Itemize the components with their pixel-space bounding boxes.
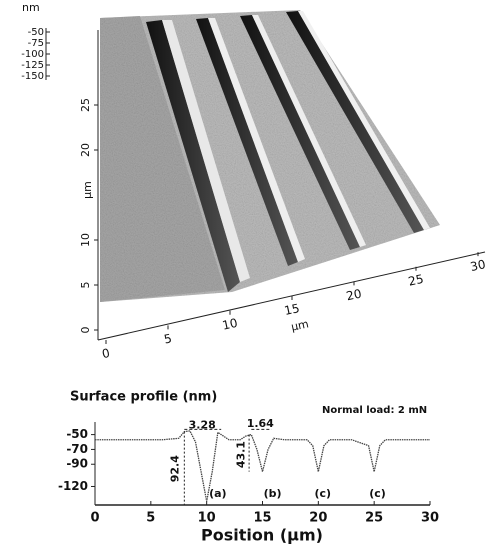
- x-tick-label: 10: [221, 316, 239, 333]
- annotation: (a): [209, 487, 226, 500]
- groove-edge: [298, 11, 430, 230]
- annotation: 92.4: [168, 455, 181, 482]
- annotation: (c): [369, 487, 386, 500]
- groove: [146, 20, 240, 292]
- y-tick-label: 10: [79, 233, 92, 247]
- profile-title: Surface profile (nm): [70, 390, 217, 405]
- y-axis-label: µm: [81, 181, 94, 199]
- z-tick-label: -100: [21, 49, 44, 60]
- y-tick-label: 5: [79, 282, 92, 289]
- z-tick-label: -75: [28, 38, 44, 49]
- y-tick-label: 0: [79, 327, 92, 334]
- x-tick-label: 30: [469, 257, 487, 274]
- groove-edge: [252, 15, 366, 247]
- x-tick-label: 20: [309, 511, 327, 526]
- profile-note: Normal load: 2 mN: [322, 405, 427, 416]
- y-tick-label: -70: [66, 442, 88, 456]
- y-tick-label: 25: [79, 98, 92, 112]
- x-axis-line: [97, 251, 486, 341]
- y-tick-label: -120: [58, 479, 88, 493]
- z-axis-label: nm: [22, 1, 40, 14]
- surface-left: [100, 16, 225, 302]
- x-axis-label: µm: [290, 317, 310, 333]
- groove: [286, 11, 424, 233]
- groove: [196, 18, 298, 266]
- z-tick-label: -150: [21, 71, 44, 82]
- x-tick-label: 25: [407, 272, 425, 289]
- annotation: 1.64: [247, 417, 274, 430]
- x-tick-label: 0: [90, 511, 99, 526]
- x-tick-label: 5: [163, 331, 173, 346]
- afm-image: [45, 10, 486, 341]
- annotation: (b): [264, 487, 282, 500]
- x-tick-label: 30: [421, 511, 439, 526]
- groove-edge: [162, 20, 250, 282]
- y-tick-label: -50: [66, 427, 88, 441]
- y-tick-label: 20: [79, 143, 92, 157]
- annotation: 43.1: [234, 441, 247, 468]
- z-tick-label: -125: [21, 60, 44, 71]
- x-tick-label: 20: [345, 286, 363, 303]
- z-tick-label: -50: [28, 27, 44, 38]
- x-tick-label: 0: [101, 346, 111, 361]
- groove: [240, 15, 360, 250]
- x-axis-label: Position (μm): [201, 526, 323, 545]
- profile-line: [95, 430, 430, 502]
- annotation: (c): [315, 487, 332, 500]
- x-tick-label: 10: [198, 511, 216, 526]
- annotation: 3.28: [189, 419, 216, 432]
- groove-edge: [208, 18, 305, 262]
- x-tick-label: 15: [253, 511, 271, 526]
- x-tick-label: 25: [365, 511, 383, 526]
- x-tick-label: 15: [283, 301, 301, 318]
- x-tick-label: 5: [146, 511, 155, 526]
- y-tick-label: -90: [66, 457, 88, 471]
